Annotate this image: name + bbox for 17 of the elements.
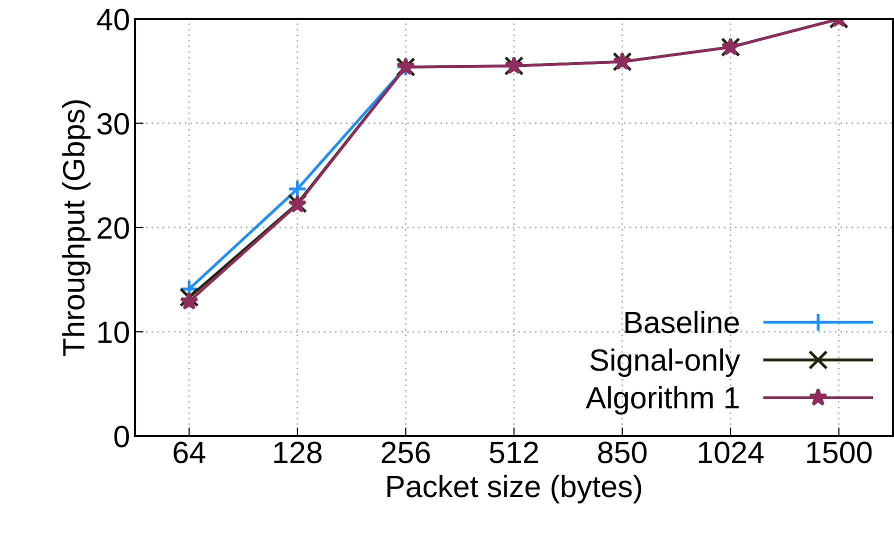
x-tick-label: 1500	[807, 442, 872, 464]
x-tick-label: 64	[174, 442, 206, 464]
x-tick-label: 1024	[698, 442, 764, 464]
y-tick-label: 40	[96, 8, 129, 30]
x-axis-title: Packet size (bytes)	[387, 474, 642, 504]
x-tick-label: 512	[490, 442, 538, 464]
x-tick-label: 850	[598, 442, 647, 464]
legend-label: Signal-only	[590, 348, 740, 377]
y-axis-title: Throughput (Gbps)	[62, 100, 91, 356]
x-tick-label: 256	[382, 442, 430, 464]
y-tick-label: 20	[98, 217, 129, 239]
y-tick-label: 10	[98, 321, 129, 344]
y-tick-label: 30	[97, 112, 129, 135]
y-tick-label: 0	[114, 426, 129, 448]
x-tick-label: 128	[274, 442, 322, 464]
legend-label: Baseline	[626, 310, 739, 334]
legend-label: Algorithm 1	[586, 386, 739, 415]
